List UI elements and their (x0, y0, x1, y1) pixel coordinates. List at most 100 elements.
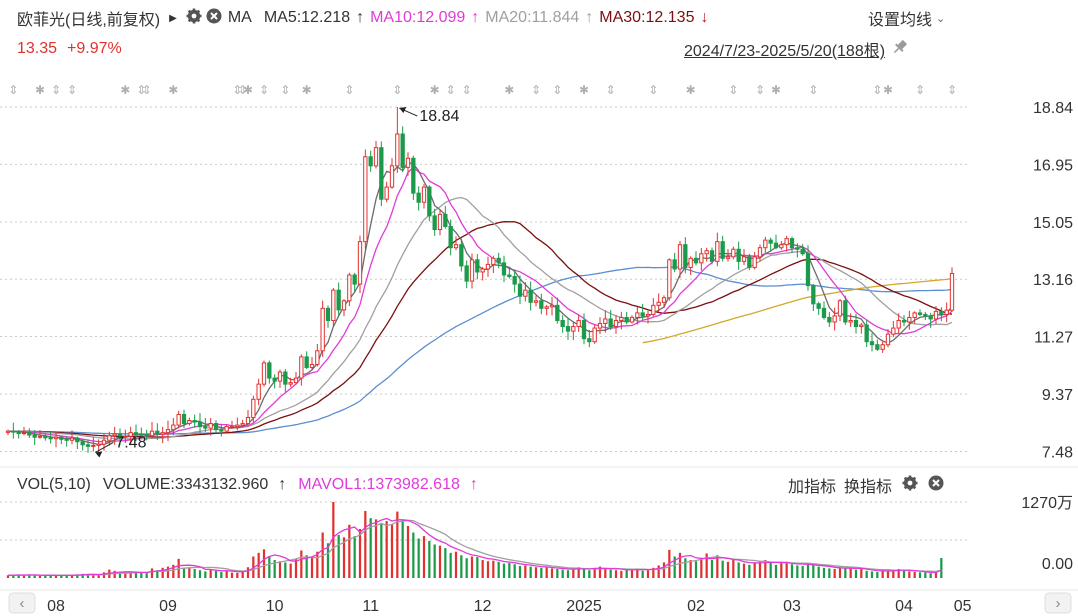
candlestick[interactable] (437, 213, 443, 231)
volume-bar[interactable] (236, 572, 239, 578)
event-arrow-icon[interactable]: ⇕ (606, 83, 616, 97)
volume-bar[interactable] (524, 565, 527, 578)
candlestick[interactable] (683, 244, 688, 268)
candlestick[interactable] (875, 344, 880, 350)
volume-bar[interactable] (33, 575, 36, 578)
volume-bar[interactable] (49, 574, 52, 578)
volume-bar[interactable] (705, 553, 708, 578)
candlestick[interactable] (347, 274, 352, 302)
volume-bar[interactable] (598, 566, 602, 578)
candlestick[interactable] (725, 256, 731, 259)
volume-bar[interactable] (321, 532, 324, 578)
candlestick[interactable] (693, 257, 699, 264)
candlestick[interactable] (827, 316, 832, 323)
candlestick[interactable] (112, 433, 117, 437)
candlestick[interactable] (880, 344, 885, 350)
volume-bar[interactable] (865, 570, 868, 578)
candlestick[interactable] (427, 186, 432, 217)
volume-bar[interactable] (70, 574, 74, 578)
event-star-icon[interactable]: ✱ (35, 83, 45, 97)
volume-bar[interactable] (230, 572, 234, 578)
candlestick[interactable] (384, 186, 389, 200)
volume-bar[interactable] (417, 538, 420, 578)
candlestick[interactable] (469, 259, 475, 282)
candlestick[interactable] (416, 192, 421, 203)
candlestick[interactable] (320, 307, 325, 352)
candlestick[interactable] (117, 433, 123, 438)
candlestick[interactable] (491, 257, 496, 265)
volume-bar[interactable] (278, 561, 282, 578)
event-arrow-icon[interactable]: ⇕ (808, 83, 818, 97)
candlestick[interactable] (811, 285, 816, 305)
volume-bar[interactable] (129, 572, 132, 578)
event-arrow-icon[interactable]: ⇕ (67, 83, 77, 97)
event-arrow-icon[interactable]: ⇕ (947, 83, 957, 97)
event-star-icon[interactable]: ✱ (430, 83, 440, 97)
volume-bar[interactable] (316, 551, 319, 578)
volume-bar[interactable] (6, 575, 10, 578)
candlestick[interactable] (405, 157, 411, 168)
volume-bar[interactable] (561, 569, 564, 578)
volume-bar[interactable] (145, 573, 148, 578)
event-arrow-icon[interactable]: ⇕ (872, 83, 882, 97)
event-arrow-icon[interactable]: ⇕ (446, 83, 456, 97)
candlestick[interactable] (133, 432, 139, 435)
volume-bar[interactable] (812, 564, 815, 578)
candlestick[interactable] (336, 289, 341, 311)
volume-bar[interactable] (604, 568, 607, 578)
candlestick[interactable] (533, 300, 539, 303)
candlestick[interactable] (272, 377, 277, 382)
candlestick[interactable] (139, 433, 144, 436)
volume-bar[interactable] (124, 573, 127, 578)
candlestick[interactable] (512, 276, 517, 285)
volume-bar[interactable] (806, 563, 810, 578)
volume-bar[interactable] (220, 572, 223, 578)
candlestick[interactable] (741, 256, 747, 262)
volume-bar[interactable] (38, 575, 42, 578)
volume-bar[interactable] (348, 524, 351, 578)
volume-bar[interactable] (529, 566, 532, 578)
candlestick[interactable] (32, 434, 37, 438)
candlestick[interactable] (544, 306, 549, 309)
volume-bar[interactable] (454, 551, 458, 578)
candlestick[interactable] (75, 437, 80, 443)
candlestick[interactable] (699, 253, 704, 264)
candlestick[interactable] (549, 304, 555, 308)
volume-bar[interactable] (406, 525, 410, 578)
volume-bar[interactable] (881, 570, 884, 578)
volume-bar[interactable] (566, 570, 570, 578)
volume-bar[interactable] (401, 519, 404, 578)
volume-bar[interactable] (257, 552, 260, 578)
volume-bar[interactable] (497, 561, 500, 578)
volume-bar[interactable] (870, 571, 874, 578)
candlestick[interactable] (720, 241, 725, 259)
volume-bar[interactable] (428, 540, 431, 578)
candlestick[interactable] (411, 157, 416, 194)
candlestick[interactable] (565, 326, 571, 332)
volume-bar[interactable] (118, 572, 122, 578)
candlestick[interactable] (784, 238, 789, 246)
volume-bar[interactable] (465, 558, 468, 578)
candlestick[interactable] (80, 441, 85, 446)
candlestick[interactable] (656, 301, 661, 306)
volume-bar[interactable] (422, 536, 426, 578)
candlestick[interactable] (901, 319, 907, 323)
candlestick[interactable] (299, 356, 304, 379)
event-arrow-icon[interactable]: ⇕ (552, 83, 562, 97)
candlestick[interactable] (293, 377, 299, 384)
volume-bar[interactable] (652, 567, 655, 578)
candlestick[interactable] (688, 257, 693, 268)
volume-bar[interactable] (182, 568, 186, 578)
volume-bar[interactable] (209, 569, 212, 578)
event-arrow-icon[interactable]: ⇕ (232, 83, 242, 97)
volume-bar[interactable] (177, 558, 180, 578)
volume-bar[interactable] (860, 569, 863, 578)
volume-bar[interactable] (678, 552, 682, 578)
candlestick[interactable] (619, 316, 624, 321)
volume-bar[interactable] (294, 558, 298, 578)
volume-bar[interactable] (684, 558, 687, 578)
candlestick[interactable] (464, 265, 469, 282)
volume-bar[interactable] (636, 568, 639, 578)
volume-bar[interactable] (769, 562, 772, 578)
